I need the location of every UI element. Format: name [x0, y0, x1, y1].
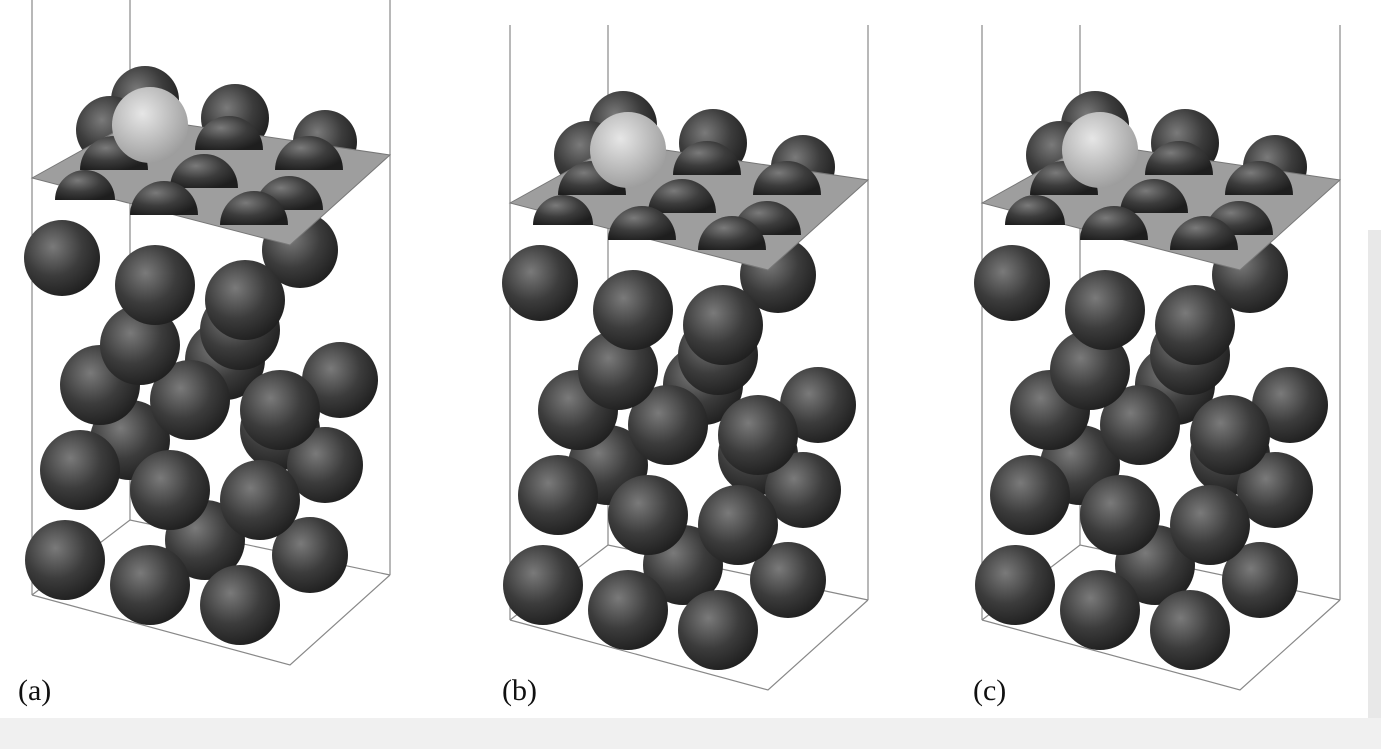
panel-b-image	[501, 24, 869, 691]
right-strip	[1368, 230, 1381, 718]
bottom-strip	[0, 718, 1381, 749]
panel-label: (b)	[502, 674, 537, 707]
panel-c-image	[973, 24, 1341, 691]
panel-label: (a)	[18, 674, 51, 707]
panel-label: (c)	[973, 674, 1006, 707]
panel-a-image	[23, 0, 391, 666]
